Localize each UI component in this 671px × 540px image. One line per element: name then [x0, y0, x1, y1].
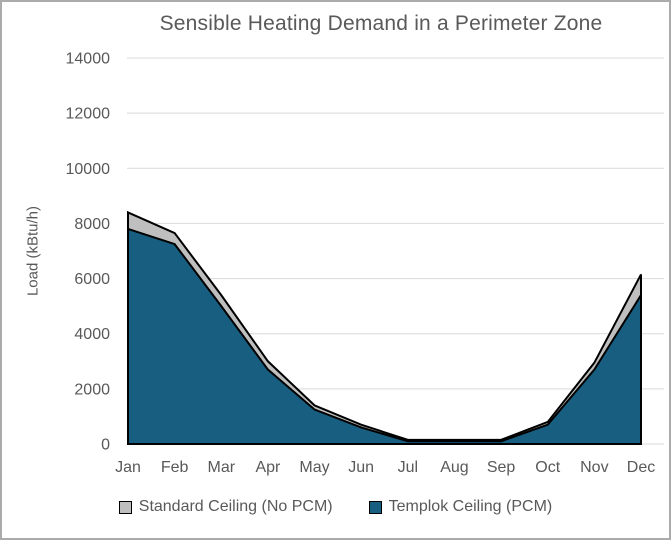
- x-tick-label: Jun: [348, 459, 374, 476]
- legend-swatch-standard-ceiling-icon: [118, 500, 132, 514]
- legend-label-standard-ceiling: Standard Ceiling (No PCM): [138, 498, 333, 515]
- x-tick-label: Aug: [440, 459, 468, 476]
- x-tick-label: Jul: [398, 459, 418, 476]
- x-tick-label: Oct: [535, 459, 560, 476]
- legend-swatch-templok-ceiling-icon: [368, 500, 382, 514]
- y-tick-label: 6000: [74, 271, 110, 288]
- y-tick-label: 4000: [74, 326, 110, 343]
- y-tick-label: 10000: [66, 161, 111, 178]
- y-tick-label: 0: [101, 437, 110, 454]
- y-tick-label: 8000: [74, 216, 110, 233]
- chart-title: Sensible Heating Demand in a Perimeter Z…: [159, 12, 603, 35]
- legend-label-templok-ceiling: Templok Ceiling (PCM): [388, 498, 553, 515]
- y-tick-label: 14000: [66, 51, 111, 68]
- x-tick-label: Nov: [580, 459, 608, 476]
- x-tick-label: Jan: [115, 459, 141, 476]
- y-tick-label: 2000: [74, 381, 110, 398]
- area-series-templok-ceiling: [127, 227, 642, 445]
- x-tick-label: Dec: [627, 459, 655, 476]
- legend: Standard Ceiling (No PCM) Templok Ceilin…: [0, 498, 671, 516]
- legend-item-standard-ceiling: Standard Ceiling (No PCM): [118, 498, 333, 516]
- x-tick-label: May: [299, 459, 329, 476]
- x-tick-label: Feb: [161, 459, 189, 476]
- x-tick-label: Mar: [207, 459, 235, 476]
- y-tick-label: 12000: [66, 106, 111, 123]
- legend-item-templok-ceiling: Templok Ceiling (PCM): [368, 498, 553, 516]
- x-tick-label: Sep: [487, 459, 516, 476]
- x-tick-label: Apr: [255, 459, 281, 476]
